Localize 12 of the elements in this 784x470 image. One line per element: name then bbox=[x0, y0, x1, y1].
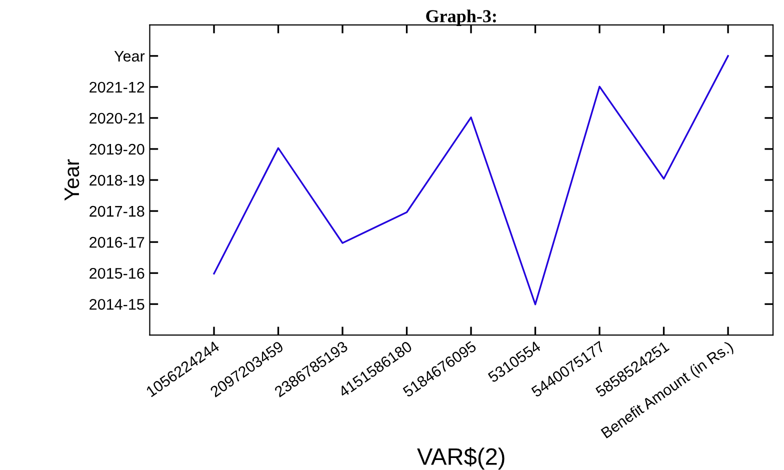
text: 2015-16 bbox=[90, 268, 144, 279]
text: 2020-21 bbox=[90, 112, 144, 124]
text: 2014-15 bbox=[90, 298, 144, 310]
text: Year bbox=[114, 50, 145, 62]
chart-title: Graph-3: bbox=[426, 10, 496, 26]
text: 2018-19 bbox=[90, 174, 144, 186]
text: 2019-20 bbox=[90, 144, 144, 155]
x-axis-title: VAR$(2) bbox=[417, 447, 504, 470]
text: 2017-18 bbox=[90, 206, 144, 217]
text: 2021-12 bbox=[90, 82, 144, 93]
text: 2016-17 bbox=[90, 236, 144, 248]
y-axis-title: Year bbox=[64, 159, 80, 201]
